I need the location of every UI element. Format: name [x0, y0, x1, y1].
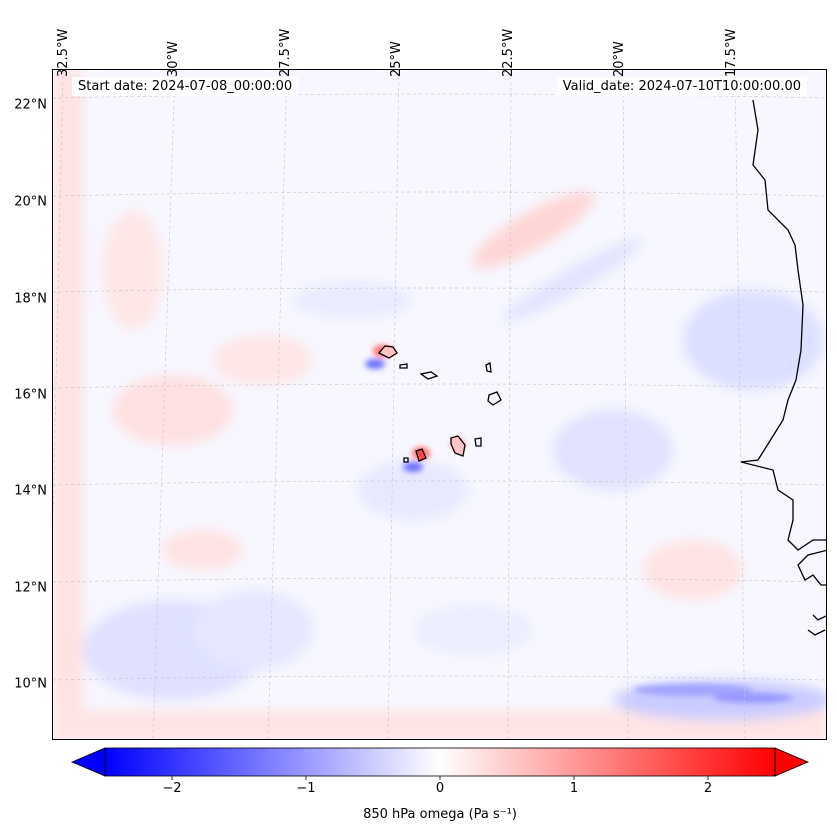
lat-label: 22°N [14, 97, 47, 113]
colorbar-tick-label: 2 [703, 781, 713, 796]
coastline-africa [740, 99, 826, 636]
lat-label: 20°N [14, 194, 47, 210]
colorbar-label: 850 hPa omega (Pa s⁻¹) [363, 807, 517, 822]
graticule [53, 70, 826, 739]
cape-verde-islands [377, 345, 502, 463]
colorbar-tick-label: −1 [296, 781, 316, 796]
lat-label: 16°N [14, 387, 47, 403]
colorbar-tick-label: −2 [162, 781, 182, 796]
colorbar-gradient [104, 747, 776, 777]
map-panel [52, 69, 827, 740]
colorbar-ticks [171, 776, 709, 780]
lat-label: 18°N [14, 291, 47, 307]
omega-field [53, 70, 826, 739]
lat-label: 12°N [14, 580, 47, 596]
valid-date-label: Valid_date: 2024-07-10T10:00:00.00 [556, 77, 807, 96]
colorbar-extend-min [70, 747, 106, 777]
lat-label: 10°N [14, 676, 47, 692]
colorbar-tick-label: 1 [569, 781, 579, 796]
start-date-label: Start date: 2024-07-08_00:00:00 [72, 77, 299, 96]
colorbar-tick-label: 0 [435, 781, 445, 796]
colorbar-extend-max [774, 747, 810, 777]
lat-label: 14°N [14, 483, 47, 499]
